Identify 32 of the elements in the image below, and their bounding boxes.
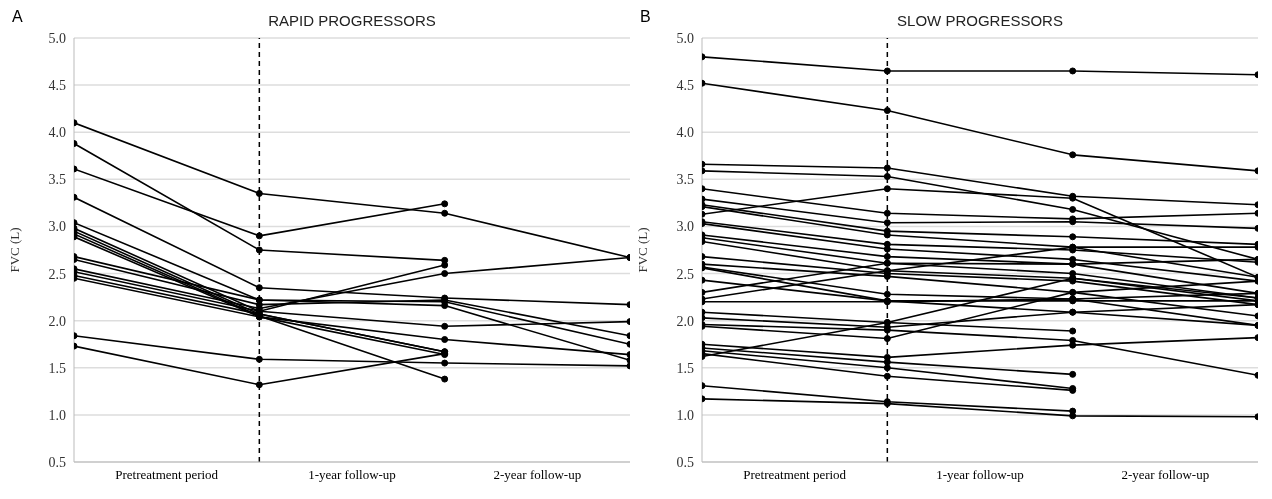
y-tick-label: 4.5: [676, 78, 694, 94]
y-tick-label: 3.0: [48, 219, 66, 235]
chart-title: SLOW PROGRESSORS: [896, 12, 1064, 29]
x-tick-label: Pretreatment period: [743, 467, 847, 483]
chart-title: RAPID PROGRESSORS: [267, 12, 437, 29]
y-tick-label: 4.0: [48, 125, 66, 141]
x-tick-label: 2-year follow-up: [493, 467, 582, 483]
y-tick-label: 2.5: [676, 266, 694, 282]
y-axis-title: FVC (L): [6, 227, 22, 273]
y-tick-label: 3.0: [676, 219, 694, 235]
y-tick-label: 1.0: [676, 407, 694, 423]
y-tick-label: 1.5: [48, 360, 66, 376]
text: A: [12, 8, 23, 26]
y-tick-label: 2.5: [48, 266, 66, 282]
y-tick-label: 0.5: [676, 454, 694, 470]
y-tick-label: 2.0: [48, 313, 66, 329]
y-tick-label: 5.0: [676, 30, 694, 46]
x-tick-label: 2-year follow-up: [1121, 467, 1210, 483]
y-tick-label: 1.0: [48, 407, 66, 423]
x-tick-label: 1-year follow-up: [308, 467, 396, 483]
y-tick-label: 1.5: [676, 360, 694, 376]
y-tick-label: 3.5: [48, 172, 66, 188]
y-tick-label: 2.0: [676, 313, 694, 329]
x-tick-label: Pretreatment period: [115, 467, 219, 483]
y-tick-label: 4.0: [676, 125, 694, 141]
x-tick-label: 1-year follow-up: [936, 467, 1024, 483]
text: B: [640, 8, 651, 26]
y-axis-title: FVC (L): [634, 227, 650, 273]
y-tick-label: 3.5: [676, 172, 694, 188]
y-tick-label: 5.0: [48, 30, 66, 46]
y-tick-label: 4.5: [48, 78, 66, 94]
y-tick-label: 0.5: [48, 454, 66, 470]
